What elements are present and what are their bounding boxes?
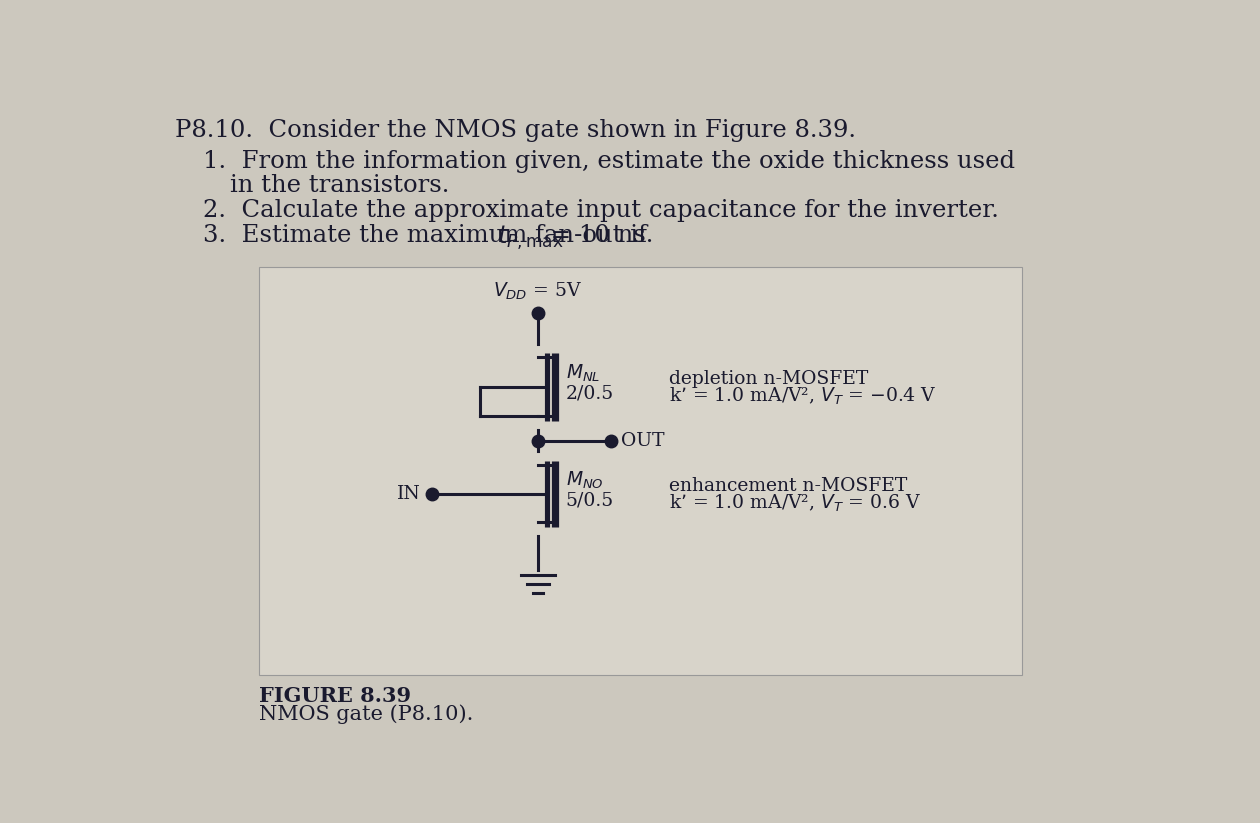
Text: $M_{NO}$: $M_{NO}$ [566, 469, 604, 491]
Text: $t_{P,\mathrm{max}}$: $t_{P,\mathrm{max}}$ [498, 225, 564, 253]
Text: NMOS gate (P8.10).: NMOS gate (P8.10). [260, 704, 474, 723]
Text: $V_{DD}$ = 5V: $V_{DD}$ = 5V [494, 281, 582, 302]
Text: $M_{NL}$: $M_{NL}$ [566, 362, 600, 384]
Text: depletion n-MOSFET: depletion n-MOSFET [669, 370, 868, 388]
Text: 1.  From the information given, estimate the oxide thickness used: 1. From the information given, estimate … [203, 150, 1016, 173]
Text: = 10 ns.: = 10 ns. [543, 225, 654, 247]
Text: FIGURE 8.39: FIGURE 8.39 [260, 686, 411, 705]
Text: OUT: OUT [621, 431, 664, 449]
Text: P8.10.  Consider the NMOS gate shown in Figure 8.39.: P8.10. Consider the NMOS gate shown in F… [175, 119, 856, 142]
Text: 5/0.5: 5/0.5 [566, 491, 614, 509]
Text: IN: IN [397, 485, 421, 503]
Text: k’ = 1.0 mA/V², $V_T$ = 0.6 V: k’ = 1.0 mA/V², $V_T$ = 0.6 V [669, 492, 921, 514]
Text: 2.  Calculate the approximate input capacitance for the inverter.: 2. Calculate the approximate input capac… [203, 199, 999, 222]
Text: in the transistors.: in the transistors. [231, 174, 450, 198]
Text: 2/0.5: 2/0.5 [566, 384, 614, 402]
Text: enhancement n-MOSFET: enhancement n-MOSFET [669, 477, 907, 495]
Bar [260, 267, 1022, 675]
Text: 3.  Estimate the maximum fan-out if: 3. Estimate the maximum fan-out if [203, 225, 655, 247]
Text: k’ = 1.0 mA/V², $V_T$ = −0.4 V: k’ = 1.0 mA/V², $V_T$ = −0.4 V [669, 385, 936, 407]
